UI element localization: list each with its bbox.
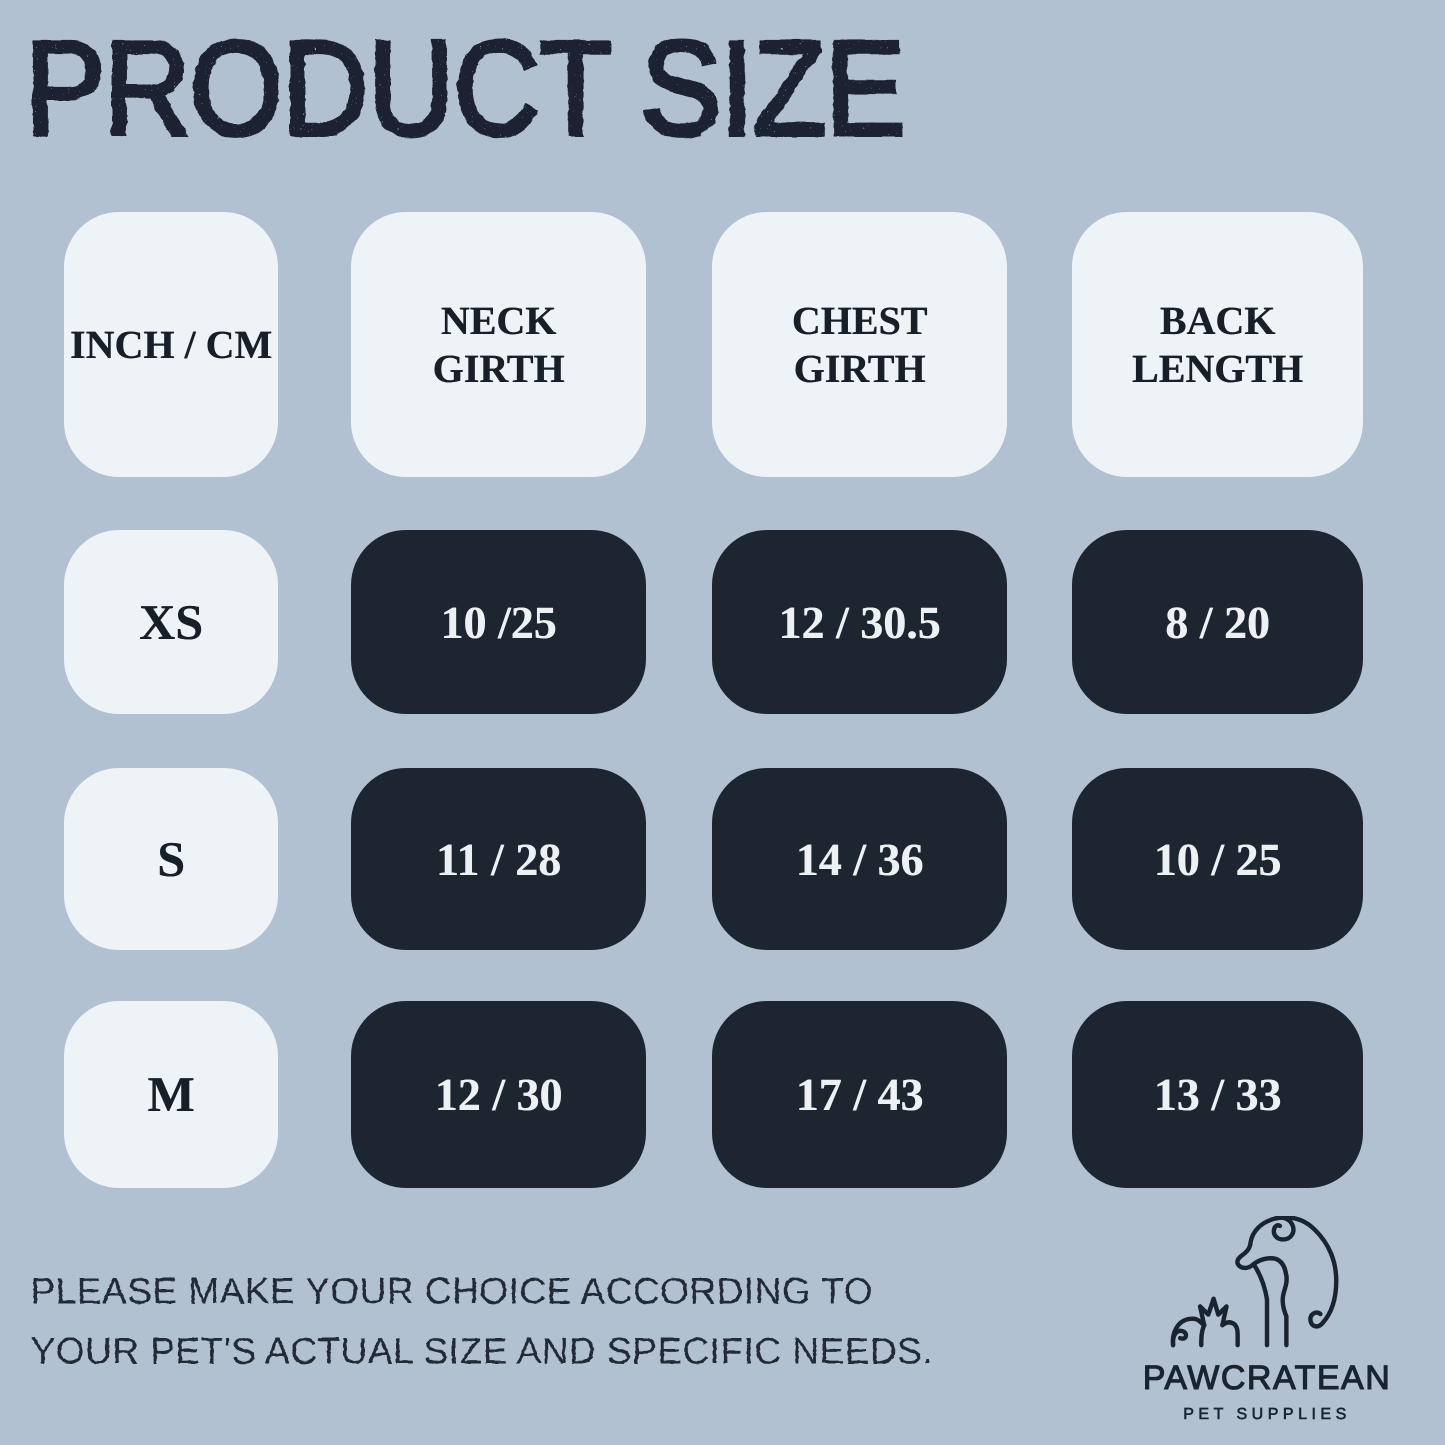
- svg-text:PRODUCT SIZE: PRODUCT SIZE: [24, 12, 903, 158]
- svg-text:PLEASE MAKE YOUR CHOICE ACCORD: PLEASE MAKE YOUR CHOICE ACCORDING TO: [30, 1270, 872, 1311]
- svg-text:YOUR PET'S ACTUAL SIZE AND SPE: YOUR PET'S ACTUAL SIZE AND SPECIFIC NEED…: [30, 1330, 933, 1371]
